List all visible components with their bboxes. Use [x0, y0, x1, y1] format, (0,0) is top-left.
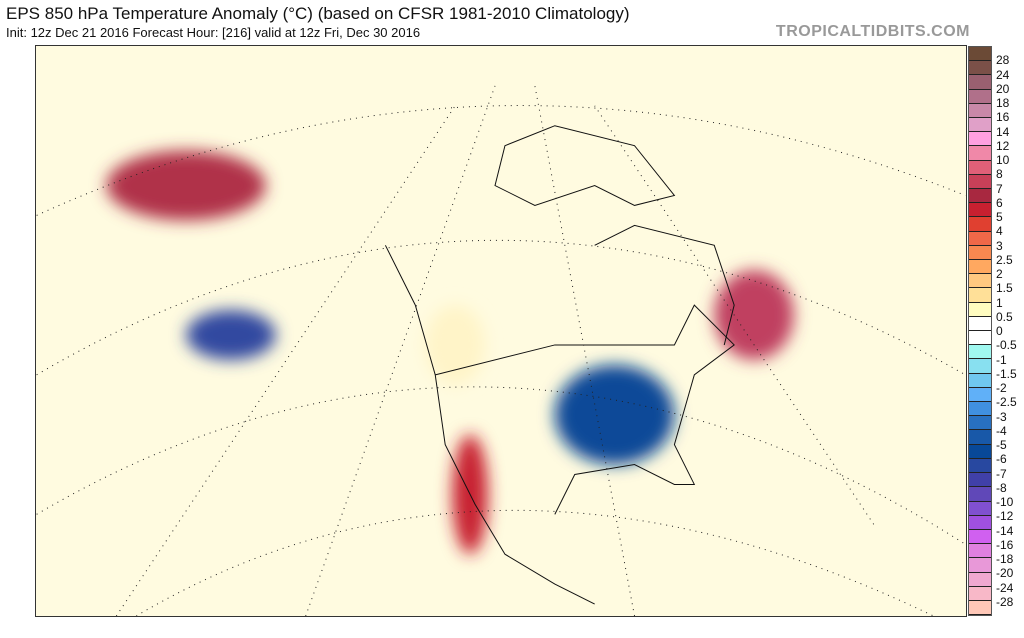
- colorbar-label: -7: [996, 466, 1007, 481]
- colorbar-swatch: [969, 146, 991, 161]
- colorbar-swatch: [969, 558, 991, 573]
- colorbar-label: 24: [996, 67, 1010, 82]
- colorbar-swatch: [969, 501, 991, 516]
- colorbar-swatch: [969, 288, 991, 303]
- map-title: EPS 850 hPa Temperature Anomaly (°C) (ba…: [6, 4, 630, 23]
- colorbar-label: -14: [996, 523, 1014, 538]
- colorbar-swatch: [969, 302, 991, 317]
- colorbar-label: -1.5: [996, 366, 1017, 381]
- colorbar-label: -4: [996, 423, 1007, 438]
- colorbar-swatch: [969, 103, 991, 119]
- colorbar-labels: 28 24 20 18 16 14 12 10 8 7 6 5 4 3 2.5 2 1.5 1 0.5 0 -0.5 -1…: [996, 46, 1024, 616]
- colorbar-label: -16: [996, 537, 1014, 552]
- colorbar-swatch: [969, 61, 991, 76]
- colorbar-swatch: [969, 359, 991, 374]
- colorbar-swatch: [969, 345, 991, 360]
- colorbar-swatch: [969, 416, 991, 431]
- colorbar-label: 2: [996, 267, 1003, 281]
- colorbar-swatch: [969, 529, 991, 545]
- colorbar-label: 5: [996, 210, 1003, 224]
- colorbar-label: 2.5: [996, 252, 1013, 267]
- colorbar-swatch: [969, 430, 991, 445]
- colorbar-label: 18: [996, 96, 1010, 110]
- colorbar-swatch: [969, 316, 991, 332]
- colorbar-label: 1: [996, 295, 1003, 310]
- colorbar-swatch: [969, 132, 991, 147]
- colorbar-swatch: [969, 203, 991, 218]
- colorbar-label: -12: [996, 509, 1014, 524]
- colorbar-swatch: [969, 160, 991, 175]
- colorbar-swatch: [969, 458, 991, 474]
- colorbar-swatch: [969, 217, 991, 232]
- colorbar-label: -24: [996, 580, 1014, 595]
- graticule: [36, 85, 966, 616]
- map-subtitle: Init: 12z Dec 21 2016 Forecast Hour: [21…: [6, 25, 421, 40]
- colorbar-swatch: [969, 189, 991, 204]
- colorbar-label: 4: [996, 224, 1003, 239]
- colorbar: [968, 46, 992, 616]
- colorbar-swatch: [969, 600, 991, 616]
- colorbar-label: -2: [996, 381, 1007, 395]
- anomaly-field: [36, 46, 966, 616]
- colorbar-label: 20: [996, 81, 1010, 96]
- colorbar-label: 14: [996, 124, 1010, 139]
- colorbar-swatch: [969, 75, 991, 90]
- colorbar-swatch: [969, 586, 991, 601]
- colorbar-label: -20: [996, 566, 1014, 581]
- colorbar-label: -10: [996, 495, 1014, 509]
- colorbar-label: 8: [996, 167, 1003, 182]
- colorbar-label: -8: [996, 480, 1007, 495]
- colorbar-label: -5: [996, 438, 1007, 452]
- colorbar-label: -1: [996, 352, 1007, 367]
- colorbar-swatch: [969, 231, 991, 246]
- colorbar-label: 12: [996, 138, 1010, 153]
- colorbar-label: 0: [996, 324, 1003, 338]
- colorbar-label: -18: [996, 552, 1014, 566]
- colorbar-label: -0.5: [996, 338, 1017, 353]
- temperature-anomaly-map: [35, 45, 967, 617]
- colorbar-swatch: [969, 89, 991, 104]
- brand-watermark: TROPICALTIDBITS.COM: [775, 23, 970, 40]
- colorbar-swatch: [969, 331, 991, 346]
- colorbar-swatch: [969, 47, 991, 62]
- colorbar-label: 1.5: [996, 281, 1013, 296]
- colorbar-swatch: [969, 402, 991, 417]
- colorbar-label: 6: [996, 195, 1003, 210]
- colorbar-label: 3: [996, 238, 1003, 253]
- colorbar-swatch: [969, 515, 991, 530]
- colorbar-swatch: [969, 387, 991, 403]
- colorbar-swatch: [969, 444, 991, 459]
- colorbar-swatch: [969, 544, 991, 559]
- colorbar-swatch: [969, 572, 991, 587]
- colorbar-label: 16: [996, 110, 1010, 125]
- colorbar-label: 10: [996, 153, 1010, 167]
- colorbar-label: 7: [996, 181, 1003, 196]
- colorbar-swatch: [969, 373, 991, 388]
- colorbar-label: -2.5: [996, 395, 1017, 410]
- colorbar-swatch: [969, 245, 991, 261]
- colorbar-label: -28: [996, 594, 1014, 609]
- colorbar-label: -3: [996, 409, 1007, 424]
- colorbar-label: 0.5: [996, 309, 1013, 324]
- colorbar-swatch: [969, 174, 991, 190]
- colorbar-swatch: [969, 118, 991, 133]
- colorbar-swatch: [969, 487, 991, 502]
- colorbar-label: 28: [996, 53, 1010, 68]
- colorbar-swatch: [969, 260, 991, 275]
- colorbar-swatch: [969, 473, 991, 488]
- colorbar-label: -6: [996, 452, 1007, 467]
- colorbar-swatch: [969, 274, 991, 289]
- coastlines: [384, 125, 735, 605]
